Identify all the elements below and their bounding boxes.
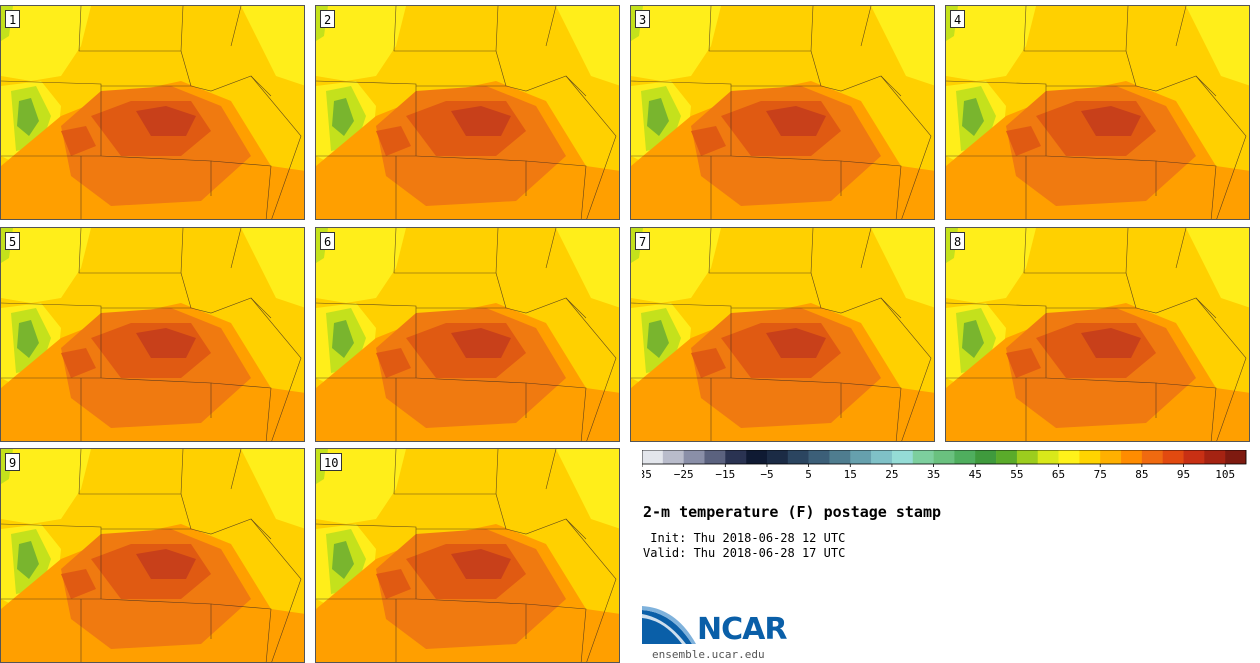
colorbar-swatch [1058, 450, 1080, 464]
member-label: 5 [5, 232, 21, 250]
colorbar-tick-label: 95 [1177, 468, 1190, 481]
colorbar-tick-label: −15 [715, 468, 735, 481]
temperature-map [1, 449, 304, 662]
temperature-map [1, 6, 304, 219]
stamp-panel: 2 [315, 5, 620, 220]
member-label: 6 [320, 232, 336, 250]
stamp-panel: 5 [0, 227, 305, 442]
colorbar-swatch [1162, 450, 1184, 464]
temperature-map [631, 6, 934, 219]
stamp-panel: 8 [945, 227, 1250, 442]
colorbar-swatch [704, 450, 726, 464]
colorbar-swatch [787, 450, 809, 464]
colorbar-tick-label: 15 [844, 468, 857, 481]
colorbar-swatch [1121, 450, 1143, 464]
colorbar-tick-label: 25 [885, 468, 898, 481]
colorbar-swatch [642, 450, 664, 464]
colorbar-swatch [850, 450, 872, 464]
temperature-map [631, 228, 934, 441]
stamp-panel: 3 [630, 5, 935, 220]
colorbar-swatch [808, 450, 830, 464]
member-label: 2 [320, 10, 336, 28]
temperature-map [1, 228, 304, 441]
temperature-colorbar: −35−25−15−55152535455565758595105115 [642, 450, 1247, 481]
colorbar-swatch [975, 450, 997, 464]
colorbar-swatch [829, 450, 851, 464]
colorbar-swatch [891, 450, 914, 464]
ncar-logo-text: NCAR [697, 612, 787, 647]
temperature-map [946, 228, 1249, 441]
colorbar-swatch [996, 450, 1018, 464]
colorbar-swatch [1100, 450, 1122, 464]
member-label: 8 [950, 232, 966, 250]
colorbar-frame [642, 450, 1247, 465]
colorbar-tick-label: 45 [969, 468, 982, 481]
member-label: 10 [320, 453, 343, 471]
member-label: 1 [5, 10, 21, 28]
colorbar-tick-label: 75 [1094, 468, 1107, 481]
colorbar-swatch [1016, 450, 1039, 464]
colorbar-tick-label: −25 [674, 468, 694, 481]
member-label: 9 [5, 453, 21, 471]
temperature-map [316, 228, 619, 441]
stamp-panel: 1 [0, 5, 305, 220]
figure-title: 2-m temperature (F) postage stamp [643, 503, 942, 521]
colorbar-tick-label: 85 [1135, 468, 1148, 481]
init-time: Init: Thu 2018-06-28 12 UTC [643, 531, 846, 545]
colorbar-swatch [954, 450, 976, 464]
temperature-map [946, 6, 1249, 219]
colorbar-tick-label: −35 [642, 468, 652, 481]
colorbar-swatch [1183, 450, 1205, 464]
stamp-panel: 9 [0, 448, 305, 663]
colorbar-tick-label: −5 [760, 468, 773, 481]
colorbar-swatch [725, 450, 747, 464]
colorbar-tick-label: 35 [927, 468, 940, 481]
member-label: 3 [635, 10, 651, 28]
colorbar-swatch [766, 450, 789, 464]
colorbar-swatch [1037, 450, 1059, 464]
ncar-logo-icon [642, 606, 696, 644]
colorbar-swatch [933, 450, 955, 464]
colorbar-swatch [683, 450, 705, 464]
stamp-panel: 7 [630, 227, 935, 442]
colorbar-swatch [1225, 450, 1247, 464]
colorbar-swatch [1204, 450, 1226, 464]
stamp-panel: 4 [945, 5, 1250, 220]
ensemble-url: ensemble.ucar.edu [652, 648, 765, 661]
stamp-panel: 10 [315, 448, 620, 663]
colorbar-tick-label: 55 [1010, 468, 1023, 481]
stamp-panel: 6 [315, 227, 620, 442]
colorbar-tick-label: 65 [1052, 468, 1065, 481]
colorbar-swatch [1079, 450, 1101, 464]
colorbar-swatch [871, 450, 893, 464]
colorbar-tick-label: 5 [805, 468, 812, 481]
colorbar-swatch [662, 450, 684, 464]
temperature-map [316, 449, 619, 662]
temperature-map [316, 6, 619, 219]
colorbar-swatch [746, 450, 768, 464]
colorbar-swatch [1141, 450, 1163, 464]
colorbar-tick-label: 105 [1215, 468, 1235, 481]
colorbar-swatch [912, 450, 934, 464]
member-label: 7 [635, 232, 651, 250]
member-label: 4 [950, 10, 966, 28]
valid-time: Valid: Thu 2018-06-28 17 UTC [643, 546, 846, 560]
